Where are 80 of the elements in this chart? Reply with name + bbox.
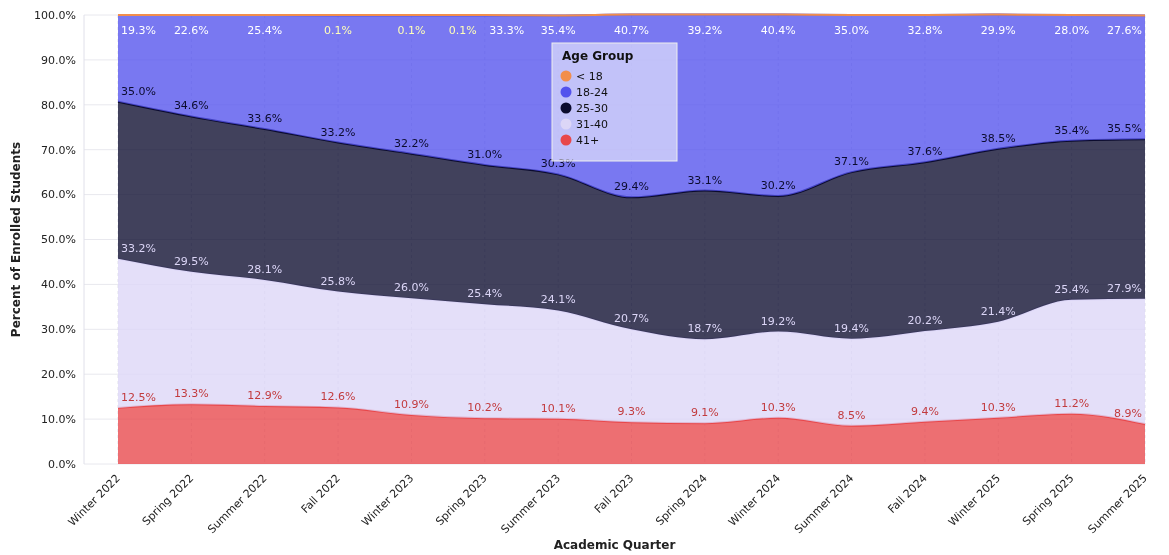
data-label: 28.0% (1054, 24, 1090, 37)
data-label: 27.6% (1107, 24, 1142, 38)
data-label: 20.2% (907, 314, 943, 328)
data-label: 33.6% (247, 112, 283, 126)
data-label: 13.3% (173, 387, 209, 401)
data-label: 0.1% (448, 24, 477, 37)
data-label: 35.0% (121, 84, 156, 98)
data-label: 25.4% (467, 287, 503, 301)
data-label: 37.6% (907, 145, 943, 159)
data-label: 20.7% (614, 312, 649, 326)
data-label: 10.3% (760, 400, 796, 414)
legend-label: 31-40 (576, 117, 608, 131)
data-label: 25.8% (320, 274, 356, 288)
y-tick-label: 60.0% (41, 188, 76, 202)
legend-label: 41+ (576, 133, 600, 147)
y-tick-label: 20.0% (41, 368, 76, 382)
data-label: 9.4% (910, 404, 939, 418)
y-tick-label: 10.0% (41, 412, 76, 426)
data-label: 33.2% (320, 125, 356, 139)
data-label: 28.1% (247, 262, 283, 276)
data-label: 37.1% (834, 155, 870, 169)
x-axis-title: Academic Quarter (553, 538, 676, 552)
data-label: 0.1% (324, 24, 353, 37)
data-label: 21.4% (980, 304, 1016, 318)
data-label: 9.3% (617, 405, 646, 419)
legend-label: 25-30 (576, 101, 608, 115)
data-label: 35.4% (1054, 123, 1090, 137)
data-label: 19.4% (834, 321, 870, 335)
data-label: 12.5% (121, 390, 156, 404)
data-label: 12.9% (247, 389, 283, 403)
data-label: 25.4% (247, 24, 283, 37)
legend-title: Age Group (562, 49, 634, 63)
data-label: 32.8% (907, 24, 943, 37)
legend-label: < 18 (576, 69, 603, 83)
data-label: 9.1% (690, 406, 719, 420)
data-label: 0.1% (397, 24, 426, 37)
data-label: 8.9% (1114, 407, 1142, 421)
y-tick-label: 80.0% (41, 98, 76, 112)
data-label: 10.9% (393, 398, 429, 412)
data-label: 25.4% (1054, 282, 1090, 296)
y-tick-label: 90.0% (41, 53, 76, 67)
data-label: 39.2% (687, 23, 723, 37)
y-axis-title: Percent of Enrolled Students (9, 141, 23, 338)
data-label: 10.1% (540, 401, 576, 415)
data-label: 22.6% (173, 24, 209, 37)
y-tick-label: 40.0% (41, 278, 76, 292)
data-label: 29.9% (980, 23, 1016, 37)
data-label: 33.3% (489, 24, 525, 38)
data-label: 35.4% (540, 24, 576, 38)
data-label: 10.3% (980, 400, 1016, 414)
y-tick-label: 70.0% (41, 143, 76, 157)
data-label: 35.0% (834, 24, 870, 37)
data-label: 27.9% (1107, 281, 1142, 295)
data-label: 40.4% (760, 23, 796, 37)
y-tick-label: 0.0% (48, 457, 76, 471)
y-tick-label: 100.0% (34, 8, 76, 22)
data-label: 18.7% (687, 322, 723, 336)
data-label: 34.6% (173, 99, 209, 113)
data-label: 31.0% (467, 147, 503, 161)
data-label: 38.5% (980, 131, 1016, 145)
data-label: 26.0% (393, 281, 429, 295)
data-label: 11.2% (1054, 396, 1090, 410)
data-label: 12.6% (320, 390, 356, 404)
data-label: 8.5% (837, 408, 866, 422)
data-label: 30.2% (760, 178, 796, 192)
data-label: 35.5% (1107, 122, 1142, 136)
data-label: 19.2% (760, 314, 796, 328)
y-tick-label: 30.0% (41, 323, 76, 337)
data-label: 19.3% (121, 24, 156, 37)
data-label: 40.7% (614, 23, 649, 37)
data-label: 29.5% (173, 254, 209, 268)
data-label: 30.3% (540, 157, 576, 171)
legend-label: 18-24 (576, 85, 608, 99)
data-label: 10.2% (467, 401, 503, 415)
data-label: 32.2% (393, 136, 429, 150)
data-label: 33.2% (121, 241, 156, 255)
data-label: 29.4% (614, 180, 649, 194)
data-label: 24.1% (540, 293, 576, 307)
y-tick-label: 50.0% (41, 233, 76, 247)
data-label: 33.1% (687, 173, 723, 187)
